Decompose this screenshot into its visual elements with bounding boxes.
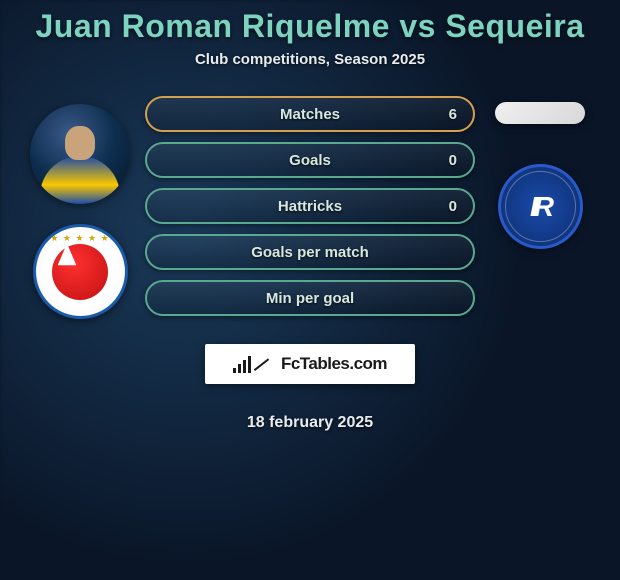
- stat-row: Matches 6: [145, 96, 475, 132]
- stat-value: 6: [449, 106, 457, 123]
- stat-label: Hattricks: [278, 198, 342, 215]
- page-title: Juan Roman Riquelme vs Sequeira: [36, 8, 585, 45]
- arrow-icon: [255, 355, 277, 373]
- badge-inner-icon: [52, 244, 108, 300]
- stat-value: 0: [449, 198, 457, 215]
- comparison-row: ★ ★ ★ ★ ★ Matches 6 Goals 0 Hattricks 0 …: [0, 96, 620, 432]
- stats-column: Matches 6 Goals 0 Hattricks 0 Goals per …: [140, 96, 480, 432]
- player1-photo: [30, 104, 130, 204]
- badge-ring-icon: [505, 171, 576, 242]
- stat-label: Matches: [280, 106, 340, 123]
- brand-link[interactable]: FcTables.com: [205, 344, 415, 384]
- stat-row: Goals per match: [145, 234, 475, 270]
- chart-icon: [233, 355, 251, 373]
- date-label: 18 february 2025: [247, 414, 373, 432]
- right-player-column: IR: [480, 96, 600, 249]
- main-container: Juan Roman Riquelme vs Sequeira Club com…: [0, 0, 620, 580]
- subtitle: Club competitions, Season 2025: [195, 51, 425, 68]
- stat-label: Min per goal: [266, 290, 354, 307]
- stat-label: Goals: [289, 152, 331, 169]
- stat-value: 0: [449, 152, 457, 169]
- stat-row: Min per goal: [145, 280, 475, 316]
- badge-stars-icon: ★ ★ ★ ★ ★: [50, 233, 109, 244]
- brand-text: FcTables.com: [281, 354, 387, 374]
- stat-row: Goals 0: [145, 142, 475, 178]
- stat-label: Goals per match: [251, 244, 369, 261]
- stat-row: Hattricks 0: [145, 188, 475, 224]
- left-player-column: ★ ★ ★ ★ ★: [20, 96, 140, 319]
- player2-photo: [495, 102, 585, 124]
- player2-club-badge: IR: [498, 164, 583, 249]
- player1-club-badge: ★ ★ ★ ★ ★: [33, 224, 128, 319]
